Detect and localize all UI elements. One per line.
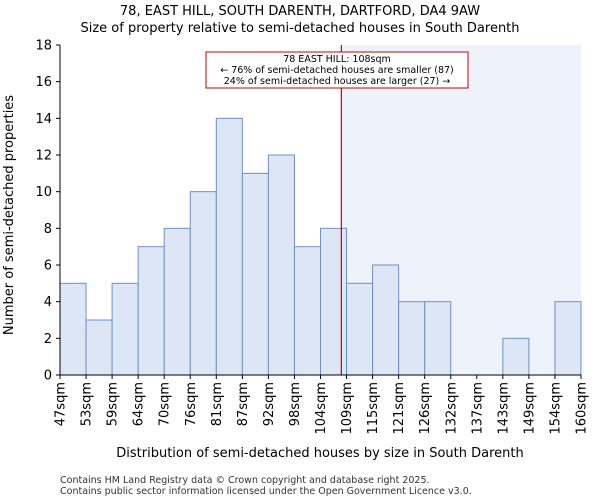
y-tick-label-14: 14 xyxy=(35,112,52,127)
y-tick-label-16: 16 xyxy=(35,75,52,90)
bar-59sqm xyxy=(111,282,139,376)
footer-line-1: Contains HM Land Registry data © Crown c… xyxy=(60,475,430,486)
bar-109sqm xyxy=(346,282,374,376)
y-tick-label-8: 8 xyxy=(44,222,52,237)
x-tick-label-59sqm: 59sqm xyxy=(106,382,121,426)
bar-64sqm xyxy=(137,246,165,376)
bar-81sqm xyxy=(215,117,243,376)
x-tick-label-104sqm: 104sqm xyxy=(314,382,329,435)
bar-92sqm xyxy=(267,154,295,376)
y-tick-label-2: 2 xyxy=(44,332,52,347)
annotation-line-3: 24% of semi-detached houses are larger (… xyxy=(224,76,451,87)
x-tick-label-87sqm: 87sqm xyxy=(236,382,251,426)
y-axis-label: Number of semi-detached properties xyxy=(2,95,17,335)
annotation-border xyxy=(205,51,469,89)
y-axis: 0 2 4 6 8 10 12 14 16 18 xyxy=(35,39,61,384)
y-tick-label-10: 10 xyxy=(35,185,52,200)
chart-subtitle: Size of property relative to semi-detach… xyxy=(80,21,519,36)
x-tick-label-47sqm: 47sqm xyxy=(54,382,69,426)
bar-104sqm xyxy=(320,227,348,376)
y-tick-label-6: 6 xyxy=(44,259,52,274)
y-tick-label-18: 18 xyxy=(35,39,52,54)
x-tick-label-92sqm: 92sqm xyxy=(262,382,277,426)
x-tick-label-109sqm: 109sqm xyxy=(340,382,355,435)
x-tick-label-132sqm: 132sqm xyxy=(444,382,459,435)
bar-47sqm xyxy=(59,282,87,376)
x-tick-label-126sqm: 126sqm xyxy=(418,382,433,435)
x-tick-label-81sqm: 81sqm xyxy=(210,382,225,426)
x-tick-label-121sqm: 121sqm xyxy=(392,382,407,435)
bar-126sqm xyxy=(424,301,452,376)
bar-115sqm xyxy=(372,264,400,376)
bar-121sqm xyxy=(398,301,426,376)
y-tick-label-0: 0 xyxy=(44,369,52,384)
x-tick-label-70sqm: 70sqm xyxy=(158,382,173,426)
bar-143sqm xyxy=(502,337,530,376)
histogram-bars xyxy=(59,117,582,376)
bar-154sqm xyxy=(554,301,582,376)
y-tick-label-4: 4 xyxy=(44,295,52,310)
chart-title: 78, EAST HILL, SOUTH DARENTH, DARTFORD, … xyxy=(120,4,480,19)
footer-line-2: Contains public sector information licen… xyxy=(60,486,472,497)
x-tick-label-143sqm: 143sqm xyxy=(496,382,511,435)
annotation-line-1: 78 EAST HILL: 108sqm xyxy=(283,54,391,65)
x-axis-label: Distribution of semi-detached houses by … xyxy=(116,446,524,461)
x-axis: 47sqm 53sqm 59sqm 64sqm 70sqm 76sqm 81sqm 87sqm… xyxy=(54,374,590,435)
x-tick-label-149sqm: 149sqm xyxy=(522,382,537,435)
bar-87sqm xyxy=(241,172,269,376)
annotation-line-2: ← 76% of semi-detached houses are smalle… xyxy=(220,65,454,76)
y-tick-label-12: 12 xyxy=(35,149,52,164)
x-tick-label-137sqm: 137sqm xyxy=(470,382,485,435)
x-tick-label-115sqm: 115sqm xyxy=(366,382,381,435)
x-tick-label-154sqm: 154sqm xyxy=(548,382,563,435)
x-tick-label-160sqm: 160sqm xyxy=(575,382,590,435)
annotation-box: 78 EAST HILL: 108sqm ← 76% of semi-detac… xyxy=(205,51,469,89)
bar-76sqm xyxy=(189,191,217,376)
plot-area: 78 EAST HILL: 108sqm ← 76% of semi-detac… xyxy=(35,39,589,435)
x-tick-label-53sqm: 53sqm xyxy=(80,382,95,426)
x-tick-label-64sqm: 64sqm xyxy=(132,382,147,426)
bar-98sqm xyxy=(293,246,322,376)
x-tick-label-76sqm: 76sqm xyxy=(184,382,199,426)
bar-53sqm xyxy=(85,319,113,376)
x-tick-label-98sqm: 98sqm xyxy=(288,382,303,426)
bar-70sqm xyxy=(163,227,191,376)
